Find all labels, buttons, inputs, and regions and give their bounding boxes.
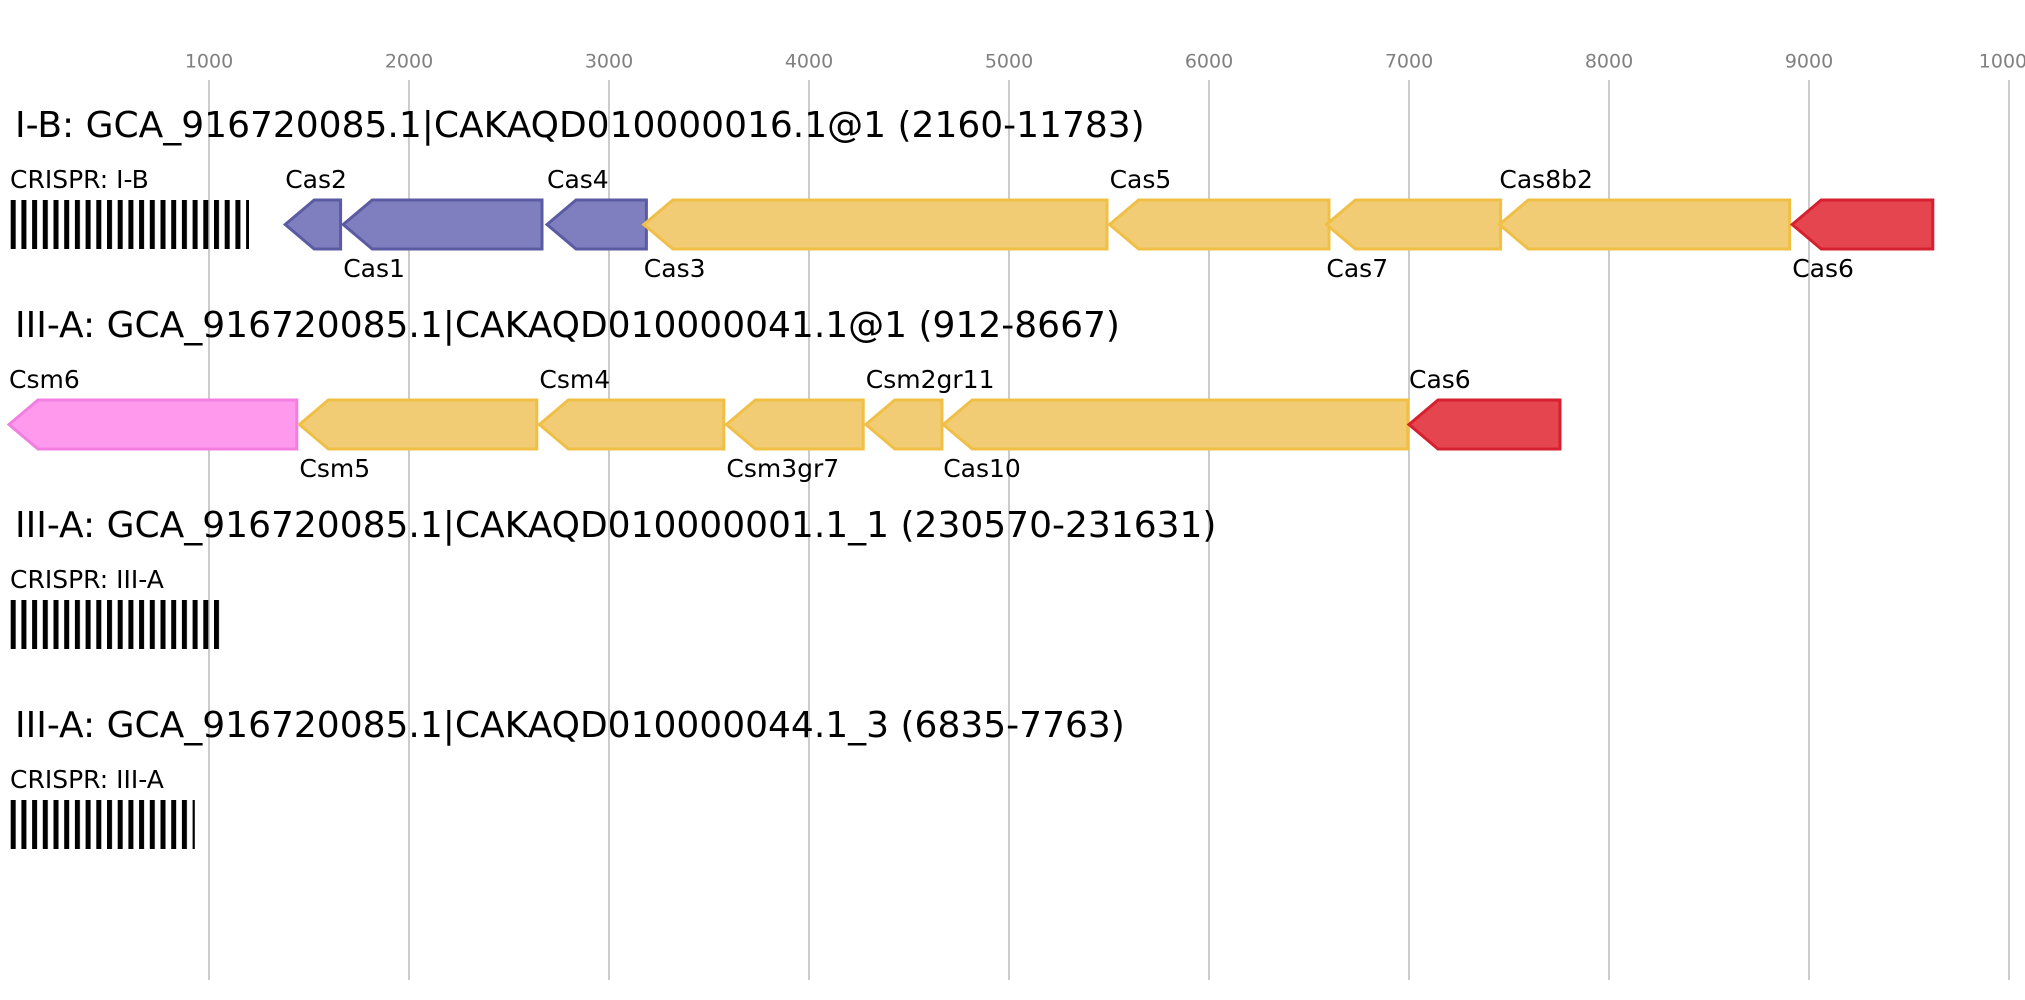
gene-label: Csm6 [9, 365, 80, 394]
gene-label: Cas2 [285, 165, 347, 194]
gene-arrow [1406, 398, 1562, 451]
crispr-label: CRISPR: III-A [10, 765, 164, 794]
gene-arrow [940, 398, 1410, 451]
tick-label: 3000 [585, 51, 633, 73]
gene-label: Cas6 [1409, 365, 1471, 394]
gene-label: Csm5 [299, 454, 370, 483]
gene-arrow [1789, 198, 1935, 251]
crispr-label: CRISPR: I-B [10, 165, 149, 194]
crispr-array [9, 600, 222, 649]
gene-arrow [297, 398, 539, 451]
gene-label: Csm4 [539, 365, 610, 394]
gene-arrow [1497, 198, 1792, 251]
track-title: III-A: GCA_916720085.1|CAKAQD010000001.1… [15, 505, 1216, 546]
tick-label: 1000 [185, 51, 233, 73]
tick-label: 4000 [785, 51, 833, 73]
track-title: III-A: GCA_916720085.1|CAKAQD010000044.1… [15, 705, 1125, 746]
crispr-array [9, 200, 249, 249]
gene-arrow [641, 198, 1109, 251]
gene-label: Cas3 [644, 254, 706, 283]
gene-label: Cas10 [943, 454, 1021, 483]
gene-arrow [1107, 198, 1331, 251]
tick-label: 6000 [1185, 51, 1233, 73]
crispr-label: CRISPR: III-A [10, 565, 164, 594]
tick-label: 7000 [1385, 51, 1433, 73]
gene-label: Cas5 [1110, 165, 1172, 194]
gene-arrow [282, 198, 343, 251]
gene-arrow [6, 398, 299, 451]
tick-label: 5000 [985, 51, 1033, 73]
gene-label: Cas6 [1792, 254, 1854, 283]
gene-arrow [537, 398, 726, 451]
tick-label: 8000 [1585, 51, 1633, 73]
track-title: I-B: GCA_916720085.1|CAKAQD010000016.1@1… [15, 105, 1145, 146]
tick-label: 10000 [1979, 51, 2025, 73]
gene-arrow [724, 398, 865, 451]
gene-arrow [863, 398, 944, 451]
gene-label: Cas8b2 [1499, 165, 1592, 194]
gene-label: Cas7 [1326, 254, 1388, 283]
gene-arrow [544, 198, 648, 251]
tick-label: 9000 [1785, 51, 1833, 73]
gene-arrow [340, 198, 544, 251]
crispr-array [9, 800, 195, 849]
track-title: III-A: GCA_916720085.1|CAKAQD010000041.1… [15, 305, 1120, 346]
gene-arrow [1324, 198, 1503, 251]
tick-label: 2000 [385, 51, 433, 73]
gene-label: Cas4 [547, 165, 609, 194]
gene-label: Cas1 [343, 254, 405, 283]
gene-label: Csm3gr7 [726, 454, 839, 483]
gene-label: Csm2gr11 [866, 365, 995, 394]
